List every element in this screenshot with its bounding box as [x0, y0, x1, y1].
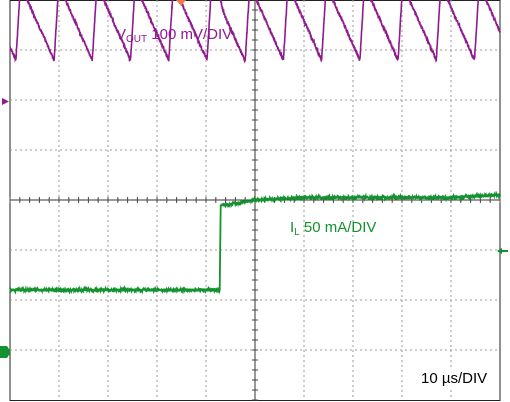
vout-scale: 100 mV/DIV — [151, 26, 233, 43]
markers — [0, 0, 508, 358]
il-scale-label: IL 50 mA/DIV — [290, 219, 377, 238]
il-name: I — [290, 219, 295, 236]
ch2-trigger-level-arrow — [497, 248, 502, 254]
timebase-label: 10 µs/DIV — [419, 370, 490, 387]
vout-name: V — [116, 26, 127, 43]
vout-trace — [9, 0, 501, 64]
vout-scale-label: VOUT 100 mV/DIV — [116, 26, 233, 45]
il-subscript: L — [294, 227, 300, 238]
il-scale: 50 mA/DIV — [303, 219, 377, 236]
vout-subscript: OUT — [126, 34, 148, 45]
ch2-ground-marker — [0, 346, 11, 358]
trigger-marker — [176, 0, 186, 6]
il-trace — [9, 190, 501, 295]
ch1-marker — [2, 98, 9, 105]
traces — [9, 0, 501, 295]
